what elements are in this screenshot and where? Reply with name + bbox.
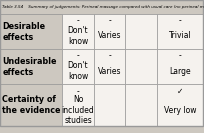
Text: Don't
know: Don't know [68, 26, 88, 45]
Text: -: - [77, 51, 79, 60]
Bar [0, 0, 204, 14]
Text: Certainty of
the evidence: Certainty of the evidence [2, 95, 61, 115]
Bar [125, 49, 157, 84]
Text: -: - [179, 51, 181, 60]
Text: Trivial: Trivial [169, 31, 191, 40]
Bar [62, 84, 94, 126]
Bar [0, 84, 62, 126]
Bar [94, 84, 125, 126]
Text: -: - [77, 16, 79, 25]
Bar [125, 84, 157, 126]
Bar [0, 14, 62, 49]
Bar [157, 14, 203, 49]
Bar [125, 14, 157, 49]
Text: Varies: Varies [98, 31, 121, 40]
Bar [0, 49, 62, 84]
Text: Very low: Very low [164, 105, 196, 115]
Text: Varies: Varies [98, 66, 121, 76]
Bar [62, 49, 94, 84]
Text: Undesirable
effects: Undesirable effects [2, 57, 57, 77]
Text: -: - [108, 51, 111, 60]
Bar [157, 84, 203, 126]
Text: ✓: ✓ [177, 87, 183, 96]
Text: -: - [108, 16, 111, 25]
Text: Desirable
effects: Desirable effects [2, 22, 45, 42]
Text: -: - [77, 87, 79, 96]
Text: -: - [179, 16, 181, 25]
Text: Large: Large [169, 66, 191, 76]
Bar [94, 14, 125, 49]
Bar [157, 49, 203, 84]
Text: Table 3.54    Summary of judgements: Perineal massage compared with usual care (: Table 3.54 Summary of judgements: Perine… [2, 5, 204, 9]
Bar [94, 49, 125, 84]
Text: No
included
studies: No included studies [62, 95, 94, 125]
Text: Don't
know: Don't know [68, 61, 88, 81]
Bar [62, 14, 94, 49]
